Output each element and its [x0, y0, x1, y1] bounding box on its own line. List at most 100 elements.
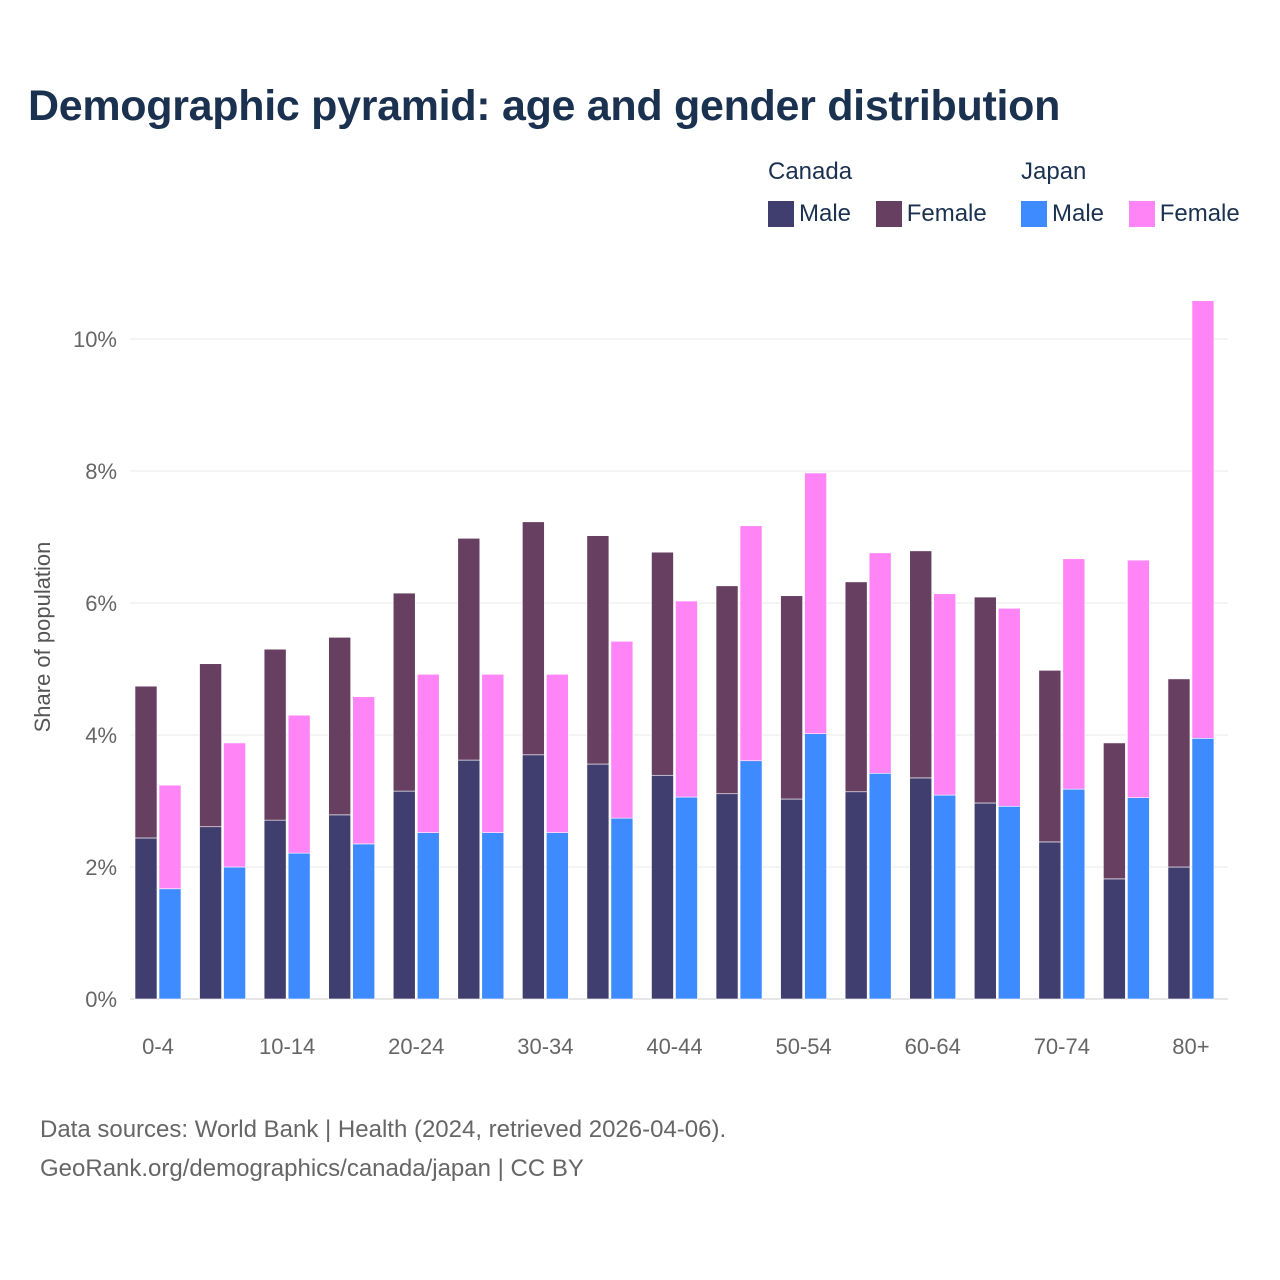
bar-japan-female-30-34[interactable]: [546, 673, 569, 833]
bar-japan-male-20-24[interactable]: [416, 832, 440, 1000]
bar-japan-male-10-14[interactable]: [287, 852, 311, 1000]
bar-japan-female-50-54[interactable]: [804, 472, 827, 734]
y-tick-label: 0%: [85, 987, 117, 1012]
bar-canada-male-20-24[interactable]: [392, 790, 416, 1000]
chart-plot: 0% 2% 4% 6% 8% 10% 0-4 10-14 20-24 30-34 40-44 50-…: [30, 300, 1228, 1059]
bar-japan-male-0-4[interactable]: [158, 888, 182, 1000]
bar-japan-female-35-39[interactable]: [610, 640, 634, 819]
bar-canada-male-5-9[interactable]: [199, 826, 222, 1000]
bar-canada-female-30-34[interactable]: [522, 521, 545, 756]
bar-canada-male-15-19[interactable]: [328, 814, 351, 1000]
bar-canada-female-5-9[interactable]: [199, 663, 222, 828]
bar-japan-male-15-19[interactable]: [352, 843, 375, 1000]
footer-sources: Data sources: World Bank | Health (2024,…: [40, 1116, 727, 1143]
bar-japan-female-80+[interactable]: [1191, 300, 1215, 739]
legend-japan: Japan Male Female: [1021, 158, 1240, 234]
x-tick-label: 10-14: [259, 1034, 315, 1059]
x-tick-label: 60-64: [905, 1034, 961, 1059]
bar-japan-female-55-59[interactable]: [868, 552, 892, 774]
bar-canada-female-80+[interactable]: [1167, 678, 1191, 868]
bar-canada-female-70-74[interactable]: [1038, 670, 1062, 843]
bar-canada-male-60-64[interactable]: [909, 777, 933, 1000]
bar-japan-male-75-79[interactable]: [1127, 797, 1150, 1000]
bar-japan-male-25-29[interactable]: [481, 832, 505, 1000]
legend-title-japan: Japan: [1021, 158, 1087, 185]
legend-item-japan-female[interactable]: Female: [1128, 200, 1240, 228]
x-tick-label: 70-74: [1034, 1034, 1090, 1059]
bar-canada-male-40-44[interactable]: [651, 774, 674, 1000]
bar-japan-male-80+[interactable]: [1191, 737, 1215, 1000]
bar-japan-female-20-24[interactable]: [416, 673, 440, 833]
legend-swatch-canada-male: [768, 201, 794, 227]
bar-canada-male-25-29[interactable]: [457, 759, 481, 1000]
bar-canada-female-20-24[interactable]: [392, 592, 416, 792]
bar-japan-female-5-9[interactable]: [223, 742, 246, 868]
legend-label-japan-female: Female: [1159, 200, 1240, 227]
legend-swatch-japan-female: [1128, 201, 1155, 227]
legend-label-canada-female: Female: [906, 200, 987, 227]
bar-canada-male-65-69[interactable]: [973, 802, 997, 1000]
bar-canada-male-80+[interactable]: [1167, 866, 1191, 1000]
x-tick-label: 80+: [1172, 1034, 1209, 1059]
x-tick-label: 20-24: [388, 1034, 444, 1059]
legend-item-canada-female[interactable]: Female: [875, 200, 987, 228]
legend-item-japan-male[interactable]: Male: [1021, 200, 1104, 228]
y-tick-label: 6%: [85, 591, 117, 616]
bar-japan-male-65-69[interactable]: [997, 805, 1021, 1000]
chart-title: Demographic pyramid: age and gender dist…: [28, 82, 1061, 130]
y-tick-label: 2%: [85, 855, 117, 880]
x-tick-label: 40-44: [646, 1034, 702, 1059]
x-axis: 0-4 10-14 20-24 30-34 40-44 50-54 60-64 70-74 80…: [142, 1034, 1210, 1059]
bar-canada-female-45-49[interactable]: [715, 585, 739, 795]
y-axis-label: Share of population: [30, 542, 55, 733]
legend-label-canada-male: Male: [799, 200, 852, 227]
bar-canada-female-55-59[interactable]: [844, 581, 868, 793]
bar-canada-male-10-14[interactable]: [263, 819, 287, 1000]
bar-japan-male-45-49[interactable]: [739, 760, 763, 1000]
legend-canada: Canada Male Female: [768, 158, 1005, 234]
bar-canada-female-0-4[interactable]: [134, 685, 158, 839]
bar-canada-female-75-79[interactable]: [1103, 742, 1126, 880]
bar-japan-male-55-59[interactable]: [868, 772, 892, 1000]
bar-japan-female-10-14[interactable]: [287, 714, 311, 854]
bar-japan-male-5-9[interactable]: [223, 866, 246, 1000]
bar-canada-male-75-79[interactable]: [1103, 878, 1126, 1000]
bar-japan-male-70-74[interactable]: [1062, 788, 1086, 1000]
bar-canada-female-10-14[interactable]: [263, 648, 287, 821]
bar-japan-female-65-69[interactable]: [997, 607, 1021, 807]
bar-japan-male-30-34[interactable]: [546, 832, 569, 1000]
bar-canada-female-60-64[interactable]: [909, 550, 933, 779]
bar-canada-male-50-54[interactable]: [780, 798, 803, 1000]
bars: [134, 300, 1215, 1000]
bar-japan-female-60-64[interactable]: [933, 593, 957, 796]
bar-japan-female-45-49[interactable]: [739, 525, 763, 762]
bar-canada-male-0-4[interactable]: [134, 837, 158, 1000]
bar-canada-female-50-54[interactable]: [780, 595, 803, 800]
bar-japan-female-0-4[interactable]: [158, 784, 182, 890]
bar-canada-male-55-59[interactable]: [844, 791, 868, 1000]
x-tick-label: 30-34: [517, 1034, 573, 1059]
bar-canada-female-25-29[interactable]: [457, 538, 481, 761]
bar-japan-male-40-44[interactable]: [675, 796, 698, 1000]
bar-japan-male-50-54[interactable]: [804, 733, 827, 1000]
bar-japan-female-40-44[interactable]: [675, 600, 698, 798]
y-tick-label: 10%: [73, 327, 117, 352]
bar-japan-female-70-74[interactable]: [1062, 558, 1086, 790]
x-tick-label: 0-4: [142, 1034, 174, 1059]
bar-canada-male-45-49[interactable]: [715, 793, 739, 1000]
bar-canada-female-15-19[interactable]: [328, 637, 351, 816]
bar-japan-female-75-79[interactable]: [1127, 559, 1150, 798]
bar-canada-male-30-34[interactable]: [522, 754, 545, 1000]
legend-swatch-canada-female: [875, 201, 902, 227]
legend-item-canada-male[interactable]: Male: [768, 200, 851, 228]
bar-japan-female-15-19[interactable]: [352, 696, 375, 845]
bar-canada-female-35-39[interactable]: [586, 535, 610, 765]
bar-canada-female-65-69[interactable]: [973, 596, 997, 804]
bar-canada-female-40-44[interactable]: [651, 551, 674, 776]
bar-japan-male-35-39[interactable]: [610, 817, 634, 1000]
y-tick-label: 8%: [85, 459, 117, 484]
bar-canada-male-70-74[interactable]: [1038, 841, 1062, 1000]
bar-japan-male-60-64[interactable]: [933, 794, 957, 1000]
bar-japan-female-25-29[interactable]: [481, 673, 505, 833]
bar-canada-male-35-39[interactable]: [586, 763, 610, 1000]
